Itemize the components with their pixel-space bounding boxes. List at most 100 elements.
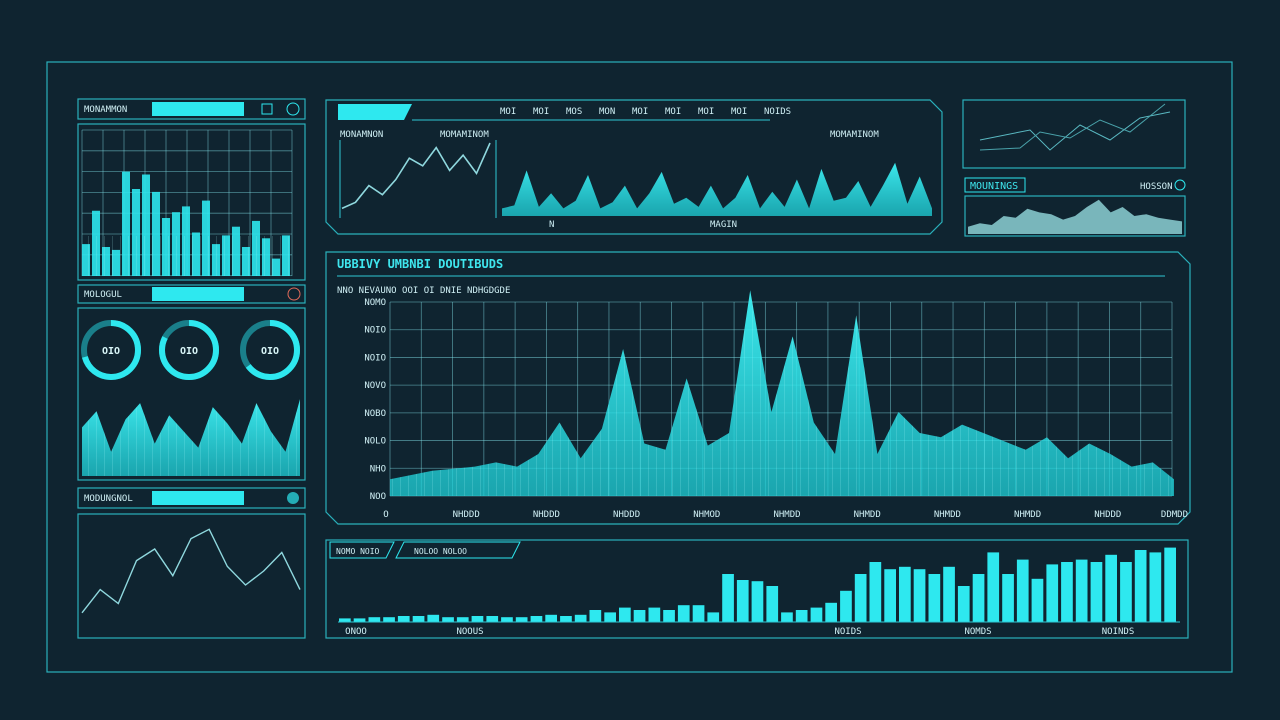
bottom-bar [1164,547,1176,622]
bottom-bar [1134,550,1147,622]
bottom-x-label: ONOO [345,627,367,637]
bottom-tab-1[interactable] [329,541,395,559]
bottom-bar [943,566,955,622]
top-right-icon[interactable] [1174,179,1186,191]
x-tick-label: NHDDD [613,510,640,520]
bottom-bar [604,612,616,622]
top-center-area [502,162,932,216]
main-chart-title: UBBIVY UMBNBI DOUTIBUDS [337,257,503,271]
bottom-bar [589,610,602,622]
bottom-x-label: NOIDS [834,627,861,637]
header-tab[interactable]: MOS [566,107,582,117]
gauge-2: OIO [159,320,219,380]
left-top-panel: MONAMMON [77,98,306,281]
bottom-bar [854,574,867,622]
header-tab[interactable]: MOI [731,107,747,117]
bottom-bar [530,616,543,622]
top-center-axis-left: N [549,220,554,230]
left-top-progress [152,102,244,116]
bottom-chart-panel: NOMO NOIO NOLOO NOLOO ONOO NOOUS NOIDS NOMD… [325,539,1189,639]
header-tab[interactable]: MOI [500,107,516,117]
bottom-bar [1061,562,1073,622]
bottom-bar [751,581,764,622]
main-chart-subtitle: NNO NEVAUNO OOI OI DNIE NDHGDGDE [337,286,510,296]
bottom-x-axis: ONOO NOOUS NOIDS NOMDS NOINDS [345,627,1134,637]
top-center-axis-right: MAGIN [710,220,737,230]
bottom-bar [1075,559,1088,622]
x-tick-label: NHMDD [773,510,800,520]
gauge-2-label: OIO [180,346,198,357]
bottom-bar [987,552,1000,622]
bottom-bar [1031,578,1044,622]
bottom-bar [383,617,395,622]
window-icon[interactable] [261,103,273,115]
left-bottom-panel: MODUNGNOL [77,487,306,639]
top-right-trace-2 [979,103,1166,151]
header-tab[interactable]: MON [599,107,615,117]
bottom-bar [412,616,425,622]
bottom-bar [353,618,366,622]
x-tick-label: NHDDD [453,510,480,520]
bottom-bar [677,605,690,622]
bottom-x-label: NOINDS [1102,627,1135,637]
gauge-1-label: OIO [102,346,120,357]
main-chart-y-axis: NOMO NOIO NOIO NOVO NOBO NOLO NHO NOO [364,298,386,502]
header-tab[interactable]: MOI [665,107,681,117]
bottom-tab-2-label: NOLOO NOLOO [414,547,467,556]
bottom-bar [795,610,808,622]
y-tick-label: NOVO [364,381,386,391]
bottom-x-label: NOMDS [964,627,991,637]
bottom-bar [1046,564,1059,622]
bottom-bar [766,586,779,622]
top-center-tab[interactable] [338,104,412,120]
bottom-bar [442,617,454,622]
bottom-bar [663,610,675,622]
main-chart-panel: UBBIVY UMBNBI DOUTIBUDS NNO NEVAUNO OOI … [325,251,1191,525]
info-icon[interactable] [287,492,299,504]
bottom-bar [899,566,911,622]
x-tick-label: O [383,510,388,520]
left-mid-progress [152,287,244,301]
y-tick-label: NOIO [364,326,386,336]
bottom-bar [633,610,646,622]
bottom-bar [545,614,557,622]
bottom-bar [840,590,852,622]
top-right-trace-1 [979,111,1171,151]
left-top-title: MONAMMON [84,105,127,115]
bottom-bar [397,616,410,622]
bottom-bar [339,618,351,622]
top-right-area [968,199,1182,234]
header-tab[interactable]: MOI [698,107,714,117]
header-tabs: MOI MOI MOS MON MOI MOI MOI MOI NOIDS [500,107,791,117]
bottom-bar [574,614,587,622]
left-top-bar [142,174,150,276]
bottom-tab-1-label: NOMO NOIO [336,547,380,556]
y-tick-label: NHO [370,464,386,474]
left-top-bar [122,171,130,276]
bottom-bar [869,562,882,622]
x-tick-label: NHDDD [533,510,560,520]
bottom-bar [1016,559,1029,622]
header-tab[interactable]: MOI [632,107,648,117]
header-tab[interactable]: MOI [533,107,549,117]
header-tab[interactable]: NOIDS [764,107,791,117]
top-center-line [341,142,491,210]
bottom-bar [957,586,970,622]
bottom-bar [471,616,484,622]
gauge-3: OIO [240,320,300,380]
bottom-tab-2[interactable] [395,541,521,559]
y-tick-label: NOMO [364,298,386,308]
bottom-bar [972,574,985,622]
settings-icon[interactable] [286,102,300,116]
bottom-bar [1090,562,1103,622]
left-top-bar [132,189,140,276]
top-right-title-box [964,177,1026,193]
left-bottom-line [81,528,301,614]
alert-icon[interactable] [287,287,301,301]
bottom-bar [913,569,926,622]
bottom-x-label: NOOUS [456,627,483,637]
left-top-bars [82,171,292,276]
bottom-bar [648,607,661,622]
gauge-3-label: OIO [261,346,279,357]
y-tick-label: NOO [370,492,386,502]
